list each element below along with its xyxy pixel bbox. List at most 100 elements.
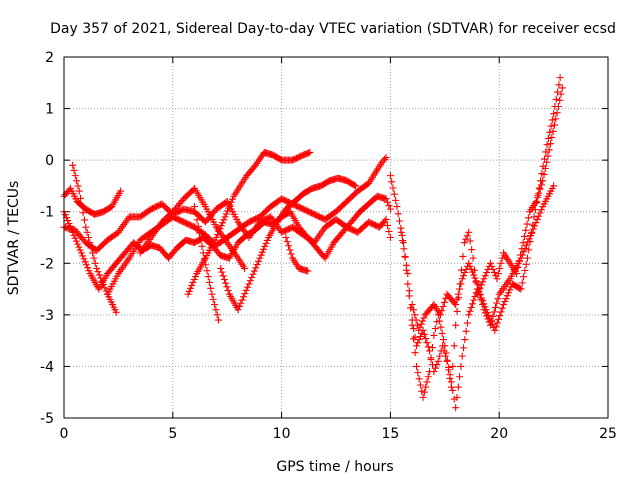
data-point <box>201 255 209 263</box>
data-point <box>93 264 101 272</box>
data-point <box>471 292 479 300</box>
data-point <box>410 325 418 333</box>
data-point <box>396 217 404 225</box>
data-point <box>414 369 422 377</box>
data-point <box>496 312 504 320</box>
data-point <box>458 352 466 360</box>
data-point <box>304 267 312 275</box>
data-point <box>548 133 556 141</box>
data-point <box>389 184 397 192</box>
data-point <box>531 222 539 230</box>
data-point <box>475 285 483 293</box>
data-point <box>414 339 422 347</box>
data-point <box>235 302 243 310</box>
data-point <box>452 404 460 412</box>
data-point <box>112 308 120 316</box>
data-point <box>423 378 431 386</box>
data-point <box>350 181 358 189</box>
data-point <box>489 265 497 273</box>
data-point <box>415 375 423 383</box>
data-point <box>217 264 225 272</box>
data-point <box>95 271 103 279</box>
data-point <box>189 278 197 286</box>
data-point <box>79 252 87 260</box>
data-point <box>506 286 514 294</box>
data-point <box>439 336 447 344</box>
data-point <box>536 185 544 193</box>
data-point <box>71 234 79 242</box>
data-point <box>74 240 82 248</box>
data-point <box>419 393 427 401</box>
data-point <box>224 207 232 215</box>
data-point <box>420 314 428 322</box>
data-point <box>250 267 258 275</box>
data-point <box>524 214 532 222</box>
data-point <box>446 371 454 379</box>
data-point <box>493 299 501 307</box>
data-point <box>184 290 192 298</box>
data-point <box>382 215 390 223</box>
data-point <box>404 280 412 288</box>
data-point <box>497 308 505 316</box>
data-point <box>66 222 74 230</box>
data-point <box>77 249 85 257</box>
data-point <box>517 285 525 293</box>
data-point <box>428 344 436 352</box>
data-point <box>456 373 464 381</box>
data-point <box>426 347 434 355</box>
data-point <box>82 261 90 269</box>
data-point <box>483 312 491 320</box>
data-point <box>431 325 439 333</box>
data-point <box>252 264 260 272</box>
data-point <box>436 311 444 319</box>
data-point <box>477 281 485 289</box>
data-point <box>69 228 77 236</box>
data-point <box>496 264 504 272</box>
data-point <box>411 311 419 319</box>
data-point <box>393 203 401 211</box>
data-point <box>453 295 461 303</box>
data-point <box>71 172 79 180</box>
data-point <box>399 237 407 245</box>
y-tick-label: -3 <box>40 308 54 324</box>
data-point <box>223 283 231 291</box>
data-point <box>394 210 402 218</box>
data-point <box>408 301 416 309</box>
data-point <box>213 311 221 319</box>
data-point <box>411 349 419 357</box>
data-point <box>458 275 466 283</box>
data-point <box>392 196 400 204</box>
data-point <box>403 261 411 269</box>
data-point <box>456 285 464 293</box>
data-point <box>424 373 432 381</box>
data-point <box>523 220 531 228</box>
data-point <box>431 364 439 372</box>
data-point <box>412 316 420 324</box>
data-point <box>283 238 291 246</box>
data-point <box>532 219 540 227</box>
x-tick-label: 25 <box>599 426 617 442</box>
data-point <box>534 191 542 199</box>
data-point <box>415 336 423 344</box>
data-point <box>80 255 88 263</box>
data-point <box>460 239 468 247</box>
data-point <box>529 225 537 233</box>
data-point <box>551 103 559 111</box>
data-point <box>70 231 78 239</box>
data-point <box>539 162 547 170</box>
data-point <box>197 236 205 244</box>
data-point <box>209 295 217 303</box>
data-point <box>481 309 489 317</box>
data-point <box>242 286 250 294</box>
data-point <box>552 115 560 123</box>
data-point <box>215 228 223 236</box>
data-point <box>77 194 85 202</box>
data-point <box>91 259 99 267</box>
data-point <box>285 242 293 250</box>
data-point <box>479 278 487 286</box>
data-point <box>198 242 206 250</box>
data-point <box>540 155 548 163</box>
data-point <box>75 243 83 251</box>
data-point <box>488 262 496 270</box>
data-point <box>61 211 69 219</box>
